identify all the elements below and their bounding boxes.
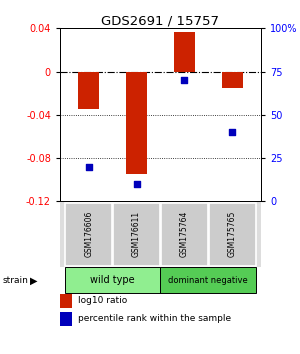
Point [230,129,235,135]
Bar [160,267,256,293]
Text: percentile rank within the sample: percentile rank within the sample [78,314,231,323]
Text: GSM176611: GSM176611 [132,211,141,257]
Bar [126,72,147,175]
Text: GSM176606: GSM176606 [84,211,93,257]
Point [182,78,187,83]
Text: GSM175764: GSM175764 [180,211,189,257]
Point [134,181,139,187]
Bar [209,203,256,266]
Bar [113,203,160,266]
Text: dominant negative: dominant negative [169,276,248,285]
Text: GSM175765: GSM175765 [228,211,237,257]
Bar [221,72,243,88]
Bar [161,203,208,266]
Bar [78,72,100,109]
Text: strain: strain [3,276,29,285]
Text: log10 ratio: log10 ratio [78,296,127,306]
Text: ▶: ▶ [30,275,38,285]
Text: wild type: wild type [90,275,135,285]
Bar [174,32,195,72]
Bar [65,267,160,293]
Title: GDS2691 / 15757: GDS2691 / 15757 [101,14,220,27]
Point [86,164,91,170]
Bar [65,203,112,266]
